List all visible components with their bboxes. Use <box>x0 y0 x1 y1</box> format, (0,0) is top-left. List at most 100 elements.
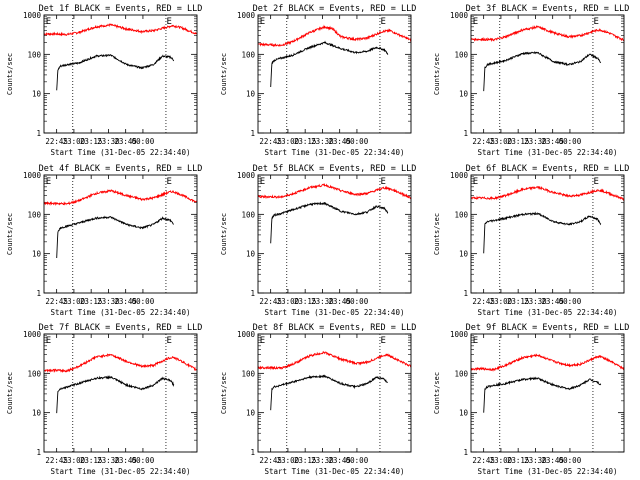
plot-frame <box>470 14 625 134</box>
y-tick-label: 1 <box>250 448 255 457</box>
lld-series-line <box>43 188 198 206</box>
y-tick-label: 100 <box>454 210 468 219</box>
y-tick-label: 10 <box>32 90 42 99</box>
y-tick-label: 1000 <box>237 330 256 339</box>
x-tick-label: 00:00 <box>346 297 369 306</box>
events-series-line <box>56 215 175 259</box>
x-tick-label: 23:30 <box>97 456 120 465</box>
y-tick-label: 10 <box>459 250 469 259</box>
x-tick-label: 23:00 <box>63 456 86 465</box>
y-axis-label: Counts/sec <box>433 53 441 95</box>
x-tick-label: 23:15 <box>80 137 103 146</box>
x-axis-label: Start Time (31-Dec-05 22:34:40) <box>265 308 405 317</box>
marker-label: E <box>594 17 599 27</box>
x-axis-label: Start Time (31-Dec-05 22:34:40) <box>51 467 191 476</box>
y-tick-label: 10 <box>246 90 256 99</box>
x-tick-label: 23:00 <box>490 456 513 465</box>
y-tick-label: 1 <box>36 289 41 298</box>
y-tick-label: 1000 <box>450 171 469 180</box>
x-tick-label: 22:45 <box>472 297 495 306</box>
x-tick-label: 23:45 <box>114 297 137 306</box>
marker-label: E <box>260 177 265 187</box>
y-tick-label: 10 <box>459 409 469 418</box>
y-axis-label: Counts/sec <box>6 53 14 95</box>
marker-label: E <box>594 177 599 187</box>
panel-title: Det 7f BLACK = Events, RED = LLD <box>39 323 203 333</box>
x-tick-label: 23:45 <box>114 137 137 146</box>
x-tick-label: 22:45 <box>259 456 282 465</box>
x-tick-label: 23:00 <box>63 297 86 306</box>
events-series-line <box>56 375 175 414</box>
x-tick-label: 00:00 <box>132 297 155 306</box>
marker-label: E <box>167 17 172 27</box>
y-tick-label: 1000 <box>23 11 42 20</box>
x-tick-label: 23:00 <box>490 137 513 146</box>
y-tick-label: 1000 <box>450 330 469 339</box>
events-series-line <box>56 53 175 91</box>
x-tick-label: 23:45 <box>328 297 351 306</box>
panel-3: Det 3f BLACK = Events, RED = LLD Counts/s… <box>433 4 629 157</box>
x-tick-label: 23:30 <box>97 137 120 146</box>
y-tick-label: 1000 <box>23 330 42 339</box>
panel-9: Det 9f BLACK = Events, RED = LLD Counts/s… <box>433 323 629 476</box>
x-tick-label: 23:15 <box>507 456 530 465</box>
panel-title: Det 4f BLACK = Events, RED = LLD <box>39 164 203 174</box>
x-tick-label: 23:00 <box>490 297 513 306</box>
y-tick-label: 1000 <box>237 171 256 180</box>
panel-title: Det 6f BLACK = Events, RED = LLD <box>466 164 630 174</box>
x-tick-label: 23:15 <box>294 297 317 306</box>
x-tick-label: 23:15 <box>80 456 103 465</box>
marker-label: E <box>46 17 51 27</box>
x-axis-label: Start Time (31-Dec-05 22:34:40) <box>51 308 191 317</box>
x-tick-label: 23:15 <box>80 297 103 306</box>
lld-series-line <box>257 350 412 371</box>
y-tick-label: 1000 <box>450 11 469 20</box>
lld-series-line <box>43 23 198 37</box>
lld-series-line <box>470 353 625 372</box>
x-tick-label: 22:45 <box>45 456 68 465</box>
marker-label: E <box>260 17 265 27</box>
panel-4: Det 4f BLACK = Events, RED = LLD Counts/s… <box>6 164 202 317</box>
events-series-line <box>483 50 602 92</box>
y-tick-label: 1 <box>250 129 255 138</box>
x-tick-label: 23:45 <box>541 137 564 146</box>
y-axis-label: Counts/sec <box>220 372 228 414</box>
events-series-line <box>483 376 602 413</box>
marker-label: E <box>594 336 599 346</box>
y-axis-label: Counts/sec <box>6 213 14 255</box>
panel-5: Det 5f BLACK = Events, RED = LLD Counts/s… <box>220 164 416 317</box>
y-tick-label: 10 <box>32 250 42 259</box>
lld-series-line <box>257 24 412 48</box>
x-axis-label: Start Time (31-Dec-05 22:34:40) <box>478 148 618 157</box>
y-tick-label: 1000 <box>237 11 256 20</box>
x-tick-label: 22:45 <box>472 137 495 146</box>
x-tick-label: 00:00 <box>559 137 582 146</box>
x-tick-label: 23:45 <box>114 456 137 465</box>
x-tick-label: 23:30 <box>524 137 547 146</box>
plot-frame <box>470 174 625 294</box>
marker-label: E <box>381 17 386 27</box>
lld-series-line <box>257 183 412 200</box>
lld-series-line <box>470 185 625 201</box>
y-axis-label: Counts/sec <box>220 53 228 95</box>
x-tick-label: 22:45 <box>259 137 282 146</box>
marker-label: E <box>473 336 478 346</box>
marker-label: E <box>381 177 386 187</box>
x-tick-label: 23:00 <box>277 297 300 306</box>
plot-frame <box>43 14 198 134</box>
y-axis-label: Counts/sec <box>220 213 228 255</box>
panel-title: Det 2f BLACK = Events, RED = LLD <box>253 4 417 14</box>
y-tick-label: 100 <box>454 369 468 378</box>
y-tick-label: 10 <box>32 409 42 418</box>
y-tick-label: 10 <box>246 409 256 418</box>
x-tick-label: 23:15 <box>507 297 530 306</box>
lld-series-line <box>470 25 625 43</box>
plot-frame <box>257 14 412 134</box>
marker-label: E <box>167 336 172 346</box>
x-tick-label: 23:00 <box>277 137 300 146</box>
x-tick-label: 23:30 <box>311 137 334 146</box>
x-axis-label: Start Time (31-Dec-05 22:34:40) <box>478 467 618 476</box>
y-tick-label: 10 <box>246 250 256 259</box>
x-tick-label: 23:30 <box>524 456 547 465</box>
panel-7: Det 7f BLACK = Events, RED = LLD Counts/s… <box>6 323 202 476</box>
